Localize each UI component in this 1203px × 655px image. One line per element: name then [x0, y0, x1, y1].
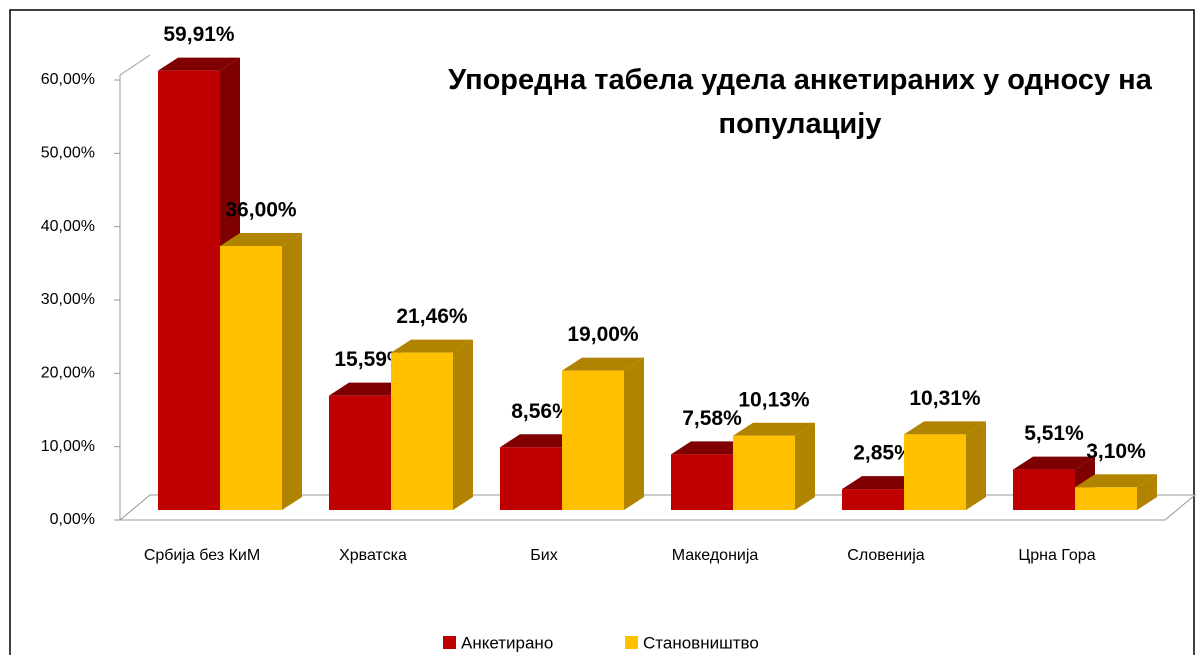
y-tick-label: 60,00% — [41, 71, 95, 88]
value-label: 7,58% — [682, 407, 742, 430]
y-tick-label: 40,00% — [41, 218, 95, 235]
value-label: 19,00% — [567, 323, 639, 346]
value-label: 10,13% — [738, 388, 810, 411]
bar — [500, 447, 562, 510]
bar-top — [391, 339, 473, 353]
chart-title: Упоредна табела удела анкетираних у одно… — [448, 64, 1152, 140]
value-label: 3,10% — [1086, 440, 1146, 463]
bar-side — [282, 233, 302, 510]
bar — [158, 70, 220, 510]
value-label: 36,00% — [225, 199, 297, 222]
bar — [1013, 469, 1075, 510]
bar-top — [158, 57, 240, 71]
value-label: 21,46% — [396, 305, 468, 328]
bar — [329, 395, 391, 510]
x-tick-label: Црна Гора — [1018, 547, 1096, 564]
wall-edge — [119, 54, 151, 76]
value-label: 59,91% — [163, 23, 235, 46]
bar — [671, 454, 733, 510]
bar-top — [1075, 474, 1157, 488]
x-tick-label: Хрватска — [339, 547, 407, 564]
value-label: 8,56% — [511, 400, 571, 423]
bar-side — [795, 422, 815, 510]
x-tick-label: Словенија — [847, 547, 925, 564]
y-tick-label: 0,00% — [50, 511, 95, 528]
bar-side — [624, 357, 644, 510]
y-tick-label: 50,00% — [41, 145, 95, 162]
bar-top — [220, 233, 302, 246]
legend-label: Анкетирано — [461, 633, 553, 652]
bar — [562, 370, 624, 510]
legend-label: Становништво — [643, 633, 759, 652]
bar-top — [733, 422, 815, 436]
bar — [842, 489, 904, 510]
bar — [733, 435, 795, 510]
bar — [1075, 487, 1137, 510]
bar-top — [904, 421, 986, 435]
y-tick-label: 20,00% — [41, 365, 95, 382]
y-tick-label: 10,00% — [41, 438, 95, 455]
bar-side — [1137, 474, 1157, 510]
bar-top — [842, 476, 924, 490]
bar-top — [329, 382, 411, 396]
bar-side — [453, 339, 473, 510]
bar-top — [562, 357, 644, 371]
value-label: 2,85% — [853, 442, 913, 465]
bar — [220, 246, 282, 510]
bar-top — [500, 434, 582, 448]
bar-top — [671, 441, 753, 455]
bar — [904, 434, 966, 510]
y-tick-label: 30,00% — [41, 291, 95, 308]
legend-swatch — [625, 636, 638, 649]
value-label: 10,31% — [909, 387, 981, 410]
frame — [9, 9, 1195, 655]
bar — [391, 352, 453, 510]
x-tick-label: Србија без КиМ — [143, 547, 261, 564]
legend-swatch — [443, 636, 456, 649]
value-label: 15,59% — [334, 348, 406, 371]
x-tick-label: Македонија — [671, 547, 759, 564]
value-label: 5,51% — [1024, 422, 1084, 445]
bar-side — [966, 421, 986, 510]
bar-top — [1013, 456, 1095, 470]
x-tick-label: Бих — [530, 547, 558, 564]
